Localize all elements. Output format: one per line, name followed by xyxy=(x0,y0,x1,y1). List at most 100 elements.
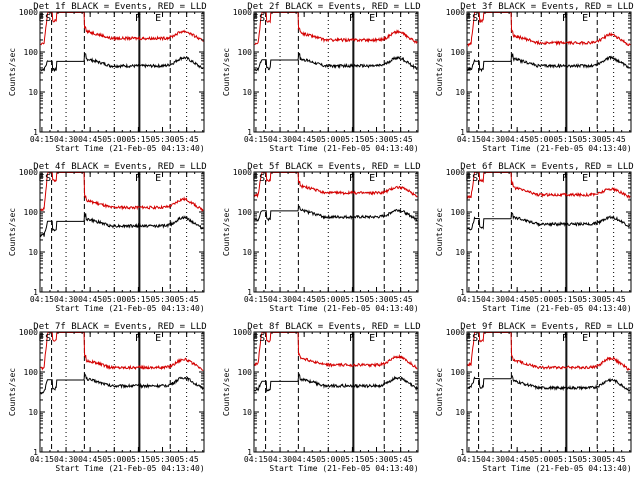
event-marker-S: S xyxy=(472,13,478,24)
plot-frame xyxy=(466,11,632,133)
event-marker-E: E xyxy=(252,173,258,184)
x-tick-label: 04:45 xyxy=(292,455,316,464)
series-line-events xyxy=(467,374,631,392)
panel-det-4f: Det 4f BLACK = Events, RED = LLD 1 10 100 10… xyxy=(8,162,207,313)
event-marker-E: E xyxy=(369,333,375,344)
x-tick-label: 05:45 xyxy=(602,455,626,464)
y-tick-label: 1000 xyxy=(446,328,465,337)
x-tick-label: 04:45 xyxy=(78,295,102,304)
x-tick-label: 04:30 xyxy=(54,135,78,144)
event-marker-E: E xyxy=(582,173,588,184)
panel-det-8f: Det 8f BLACK = Events, RED = LLD 1 10 100 10… xyxy=(222,322,421,473)
x-tick-label: 05:00 xyxy=(102,295,126,304)
y-tick-label: 1000 xyxy=(233,8,252,17)
y-tick-label: 100 xyxy=(238,368,253,377)
x-tick-label: 04:30 xyxy=(54,455,78,464)
x-tick-label: 04:15 xyxy=(457,455,481,464)
x-tick-label: 04:15 xyxy=(30,295,54,304)
panel-title: Det 4f BLACK = Events, RED = LLD xyxy=(33,162,206,172)
event-marker-F: F xyxy=(562,13,568,24)
y-tick-label: 1000 xyxy=(19,328,38,337)
x-tick-label: 04:15 xyxy=(457,295,481,304)
panel-title: Det 6f BLACK = Events, RED = LLD xyxy=(460,162,633,172)
plot-frame xyxy=(39,11,205,133)
x-axis-label: Start Time (21-Feb-05 04:13:40) xyxy=(55,304,204,313)
series-line-lld xyxy=(467,331,631,371)
event-marker-S: S xyxy=(45,333,51,344)
x-tick-label: 04:45 xyxy=(292,135,316,144)
panel-title: Det 1f BLACK = Events, RED = LLD xyxy=(33,2,206,12)
y-tick-label: 10 xyxy=(28,408,38,417)
x-tick-label: 04:15 xyxy=(244,295,268,304)
x-tick-label: 05:45 xyxy=(602,135,626,144)
x-tick-label: 05:30 xyxy=(150,455,174,464)
x-tick-label: 05:45 xyxy=(389,295,413,304)
x-tick-label: 05:30 xyxy=(577,295,601,304)
event-marker-F: F xyxy=(135,173,141,184)
panel-det-3f: Det 3f BLACK = Events, RED = LLD 1 10 100 10… xyxy=(435,2,634,153)
panel-det-6f: Det 6f BLACK = Events, RED = LLD 1 10 100 10… xyxy=(435,162,634,313)
y-tick-label: 1000 xyxy=(19,168,38,177)
series-line-events xyxy=(467,53,631,73)
x-tick-label: 05:30 xyxy=(364,455,388,464)
y-axis-label: Counts/sec xyxy=(435,48,444,96)
event-marker-E: E xyxy=(369,173,375,184)
x-tick-label: 05:00 xyxy=(316,135,340,144)
x-axis-label: Start Time (21-Feb-05 04:13:40) xyxy=(55,464,204,473)
y-tick-label: 1 xyxy=(33,448,38,457)
x-axis-label: Start Time (21-Feb-05 04:13:40) xyxy=(55,144,204,153)
y-tick-label: 1000 xyxy=(233,168,252,177)
x-tick-label: 05:30 xyxy=(150,135,174,144)
series-line-events xyxy=(254,372,418,393)
x-tick-label: 05:00 xyxy=(316,295,340,304)
event-marker-E: E xyxy=(38,13,44,24)
event-marker-S: S xyxy=(472,333,478,344)
event-marker-E: E xyxy=(582,333,588,344)
panel-title: Det 9f BLACK = Events, RED = LLD xyxy=(460,322,633,332)
y-tick-label: 1 xyxy=(33,128,38,137)
series-line-lld xyxy=(467,171,631,200)
y-tick-label: 100 xyxy=(238,208,253,217)
event-marker-S: S xyxy=(45,13,51,24)
plot-frame xyxy=(466,331,632,453)
x-tick-label: 04:45 xyxy=(505,135,529,144)
x-tick-label: 05:15 xyxy=(553,455,577,464)
event-marker-F: F xyxy=(349,13,355,24)
x-tick-label: 05:00 xyxy=(102,135,126,144)
y-axis-label: Counts/sec xyxy=(435,208,444,256)
y-tick-label: 1 xyxy=(247,128,252,137)
series-line-lld xyxy=(467,11,631,47)
event-marker-F: F xyxy=(135,333,141,344)
plot-frame xyxy=(253,171,419,293)
y-axis-label: Counts/sec xyxy=(222,48,231,96)
event-marker-S: S xyxy=(259,13,265,24)
event-marker-S: S xyxy=(259,173,265,184)
x-tick-label: 05:45 xyxy=(389,455,413,464)
panel-det-5f: Det 5f BLACK = Events, RED = LLD 1 10 100 10… xyxy=(222,162,421,313)
event-marker-E: E xyxy=(465,13,471,24)
series-line-lld xyxy=(254,331,418,370)
x-tick-label: 05:45 xyxy=(602,295,626,304)
x-tick-label: 05:00 xyxy=(529,455,553,464)
x-tick-label: 04:45 xyxy=(78,455,102,464)
x-tick-label: 04:30 xyxy=(268,295,292,304)
x-tick-label: 04:45 xyxy=(505,455,529,464)
y-tick-label: 1 xyxy=(247,448,252,457)
y-tick-label: 10 xyxy=(455,408,465,417)
y-axis-label: Counts/sec xyxy=(8,48,17,96)
panel-det-7f: Det 7f BLACK = Events, RED = LLD 1 10 100 10… xyxy=(8,322,207,473)
x-tick-label: 05:15 xyxy=(340,295,364,304)
panel-title: Det 7f BLACK = Events, RED = LLD xyxy=(33,322,206,332)
y-tick-label: 1000 xyxy=(233,328,252,337)
series-line-events xyxy=(40,213,204,238)
x-tick-label: 04:30 xyxy=(481,135,505,144)
plot-frame xyxy=(39,171,205,293)
x-tick-label: 05:45 xyxy=(175,455,199,464)
event-marker-E: E xyxy=(582,13,588,24)
y-axis-label: Counts/sec xyxy=(435,368,444,416)
plot-frame xyxy=(39,331,205,453)
y-tick-label: 100 xyxy=(451,368,466,377)
x-tick-label: 05:15 xyxy=(126,295,150,304)
series-line-events xyxy=(40,372,204,395)
